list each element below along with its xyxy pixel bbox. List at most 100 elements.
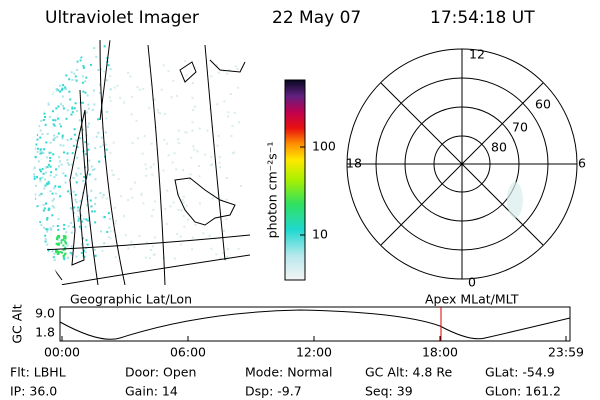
speckle (40, 224, 43, 227)
speckle (123, 101, 126, 104)
speckle (46, 56, 49, 59)
speckle (71, 152, 74, 155)
speckle (109, 99, 112, 102)
speckle (59, 45, 62, 48)
speckle (140, 193, 143, 196)
speckle (33, 111, 36, 114)
speckle (34, 48, 37, 51)
speckle (90, 165, 93, 168)
speckle (34, 210, 37, 213)
speckle (53, 134, 56, 137)
speckle (183, 225, 186, 228)
info-field: GLon: 161.2 (485, 384, 561, 399)
speckle (50, 227, 53, 230)
speckle (31, 222, 33, 224)
latitude-label: 80 (491, 140, 507, 155)
speckle (40, 170, 43, 173)
speckle (62, 256, 65, 259)
speckle (81, 101, 84, 104)
speckle (158, 112, 161, 115)
speckle (82, 249, 85, 252)
speckle (194, 105, 197, 108)
speckle (69, 55, 72, 58)
speckle (69, 192, 72, 195)
speckle (94, 147, 97, 150)
speckle (65, 74, 68, 77)
speckle (72, 190, 75, 193)
speckle (167, 154, 170, 157)
instrument-title: Ultraviolet Imager (45, 8, 199, 28)
speckle (31, 98, 33, 100)
speckle (53, 63, 56, 66)
speckle (69, 56, 72, 59)
speckle (76, 209, 79, 212)
latitude-label: 70 (512, 120, 528, 135)
speckle (65, 117, 68, 120)
speckle (52, 225, 55, 228)
speckle (175, 94, 178, 97)
speckle (31, 213, 33, 215)
speckle (152, 208, 155, 211)
speckle (55, 238, 58, 241)
speckle (43, 96, 46, 99)
speckle (74, 75, 77, 78)
speckle (63, 227, 66, 230)
info-field: Seq: 39 (365, 384, 413, 399)
speckle (63, 69, 66, 72)
speckle (31, 228, 33, 230)
speckle (59, 195, 62, 198)
speckle (54, 185, 57, 188)
speckle (39, 152, 42, 155)
speckle (46, 252, 49, 255)
speckle (198, 202, 201, 205)
speckle (36, 115, 39, 118)
speckle (46, 216, 49, 219)
speckle (76, 68, 79, 71)
speckle (220, 198, 223, 201)
speckle (34, 123, 37, 126)
speckle (35, 68, 38, 71)
y-tick-label: 1.8 (35, 325, 55, 340)
speckle (86, 219, 89, 222)
speckle (107, 236, 110, 239)
speckle (60, 163, 63, 166)
speckle (181, 199, 184, 202)
speckle (36, 110, 39, 113)
speckle (56, 88, 59, 91)
speckle (46, 67, 49, 70)
speckle (177, 142, 180, 145)
speckle (66, 109, 69, 112)
speckle (182, 214, 185, 217)
speckle (52, 77, 55, 80)
speckle (37, 247, 40, 250)
speckle (37, 258, 40, 261)
speckle (68, 78, 71, 81)
speckle (131, 196, 134, 199)
speckle (42, 77, 45, 80)
speckle (175, 168, 178, 171)
speckle (179, 235, 182, 238)
speckle (36, 91, 39, 94)
polar-label: 18 (346, 156, 362, 171)
speckle (45, 156, 48, 159)
speckle (145, 167, 148, 170)
speckle (148, 64, 151, 67)
speckle (57, 228, 60, 231)
polar-label: 12 (469, 47, 485, 62)
speckle (67, 163, 70, 166)
speckle (105, 117, 108, 120)
speckle (218, 161, 221, 164)
speckle (138, 235, 141, 238)
speckle (33, 167, 35, 170)
speckle (93, 248, 96, 251)
speckle (144, 256, 147, 259)
speckle (83, 255, 86, 258)
speckle (185, 74, 188, 77)
speckle (73, 133, 76, 136)
speckle (77, 167, 80, 170)
speckle (176, 232, 179, 235)
speckle (233, 151, 236, 154)
speckle (88, 159, 91, 162)
speckle (36, 205, 39, 208)
speckle (38, 241, 41, 244)
